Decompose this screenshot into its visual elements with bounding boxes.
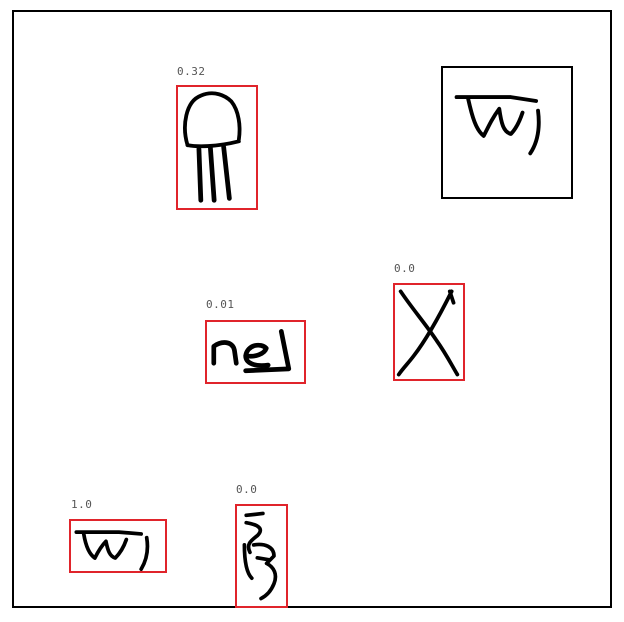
match-glyph: [74, 530, 150, 571]
detection-score: 0.0: [394, 262, 416, 275]
detection-score: 0.32: [177, 65, 206, 78]
detection-box: [176, 85, 258, 210]
detection-score: 1.0: [71, 498, 93, 511]
detection-box: [69, 519, 167, 573]
cross-glyph: [396, 289, 460, 377]
hook-glyph: [242, 511, 278, 601]
detection-score: 0.01: [206, 298, 235, 311]
detection-box: [393, 283, 465, 381]
detection-box: [205, 320, 306, 384]
reference-glyph: [454, 95, 541, 156]
box-glyph: [211, 329, 292, 374]
detection-score: 0.0: [236, 483, 258, 496]
canvas-frame: [12, 10, 612, 608]
arch-glyph: [183, 91, 242, 203]
detection-box: [235, 504, 288, 608]
reference-box: [441, 66, 573, 199]
